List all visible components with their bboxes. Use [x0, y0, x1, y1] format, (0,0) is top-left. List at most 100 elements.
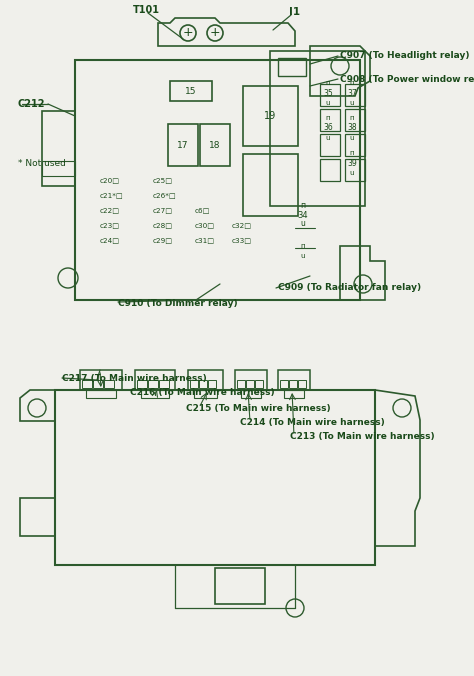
- Bar: [148, 380, 158, 388]
- Text: C910 (To Dimmer relay): C910 (To Dimmer relay): [118, 299, 237, 308]
- Text: c20□: c20□: [100, 177, 120, 183]
- Text: c29□: c29□: [153, 237, 173, 243]
- Bar: [284, 390, 304, 398]
- Text: I1: I1: [289, 7, 300, 17]
- Text: п: п: [350, 150, 354, 156]
- Bar: [243, 86, 298, 146]
- Text: C217 (To Main wire harness): C217 (To Main wire harness): [62, 374, 207, 383]
- Text: c21*□: c21*□: [100, 192, 124, 198]
- Bar: [208, 380, 216, 388]
- Bar: [200, 124, 230, 166]
- Text: C214 (To Main wire harness): C214 (To Main wire harness): [240, 418, 385, 427]
- Text: u: u: [326, 135, 330, 141]
- Bar: [20, 498, 55, 536]
- Bar: [55, 390, 375, 565]
- Bar: [243, 154, 298, 216]
- Bar: [159, 380, 169, 388]
- Text: 19: 19: [264, 111, 276, 121]
- Text: * Not used: * Not used: [18, 160, 66, 168]
- Bar: [278, 370, 310, 390]
- Text: 36: 36: [323, 124, 333, 132]
- Bar: [345, 84, 365, 106]
- Text: 38: 38: [347, 124, 357, 132]
- Text: п: п: [350, 115, 354, 121]
- Bar: [289, 380, 297, 388]
- Bar: [320, 84, 340, 106]
- Text: c30□: c30□: [195, 222, 215, 228]
- Bar: [345, 134, 365, 156]
- Text: u: u: [301, 253, 305, 259]
- Text: c32□: c32□: [232, 222, 252, 228]
- Text: 15: 15: [185, 87, 197, 95]
- Bar: [135, 370, 175, 390]
- Text: u: u: [350, 170, 354, 176]
- Text: C213 (To Main wire harness): C213 (To Main wire harness): [290, 431, 435, 441]
- Text: c28□: c28□: [153, 222, 173, 228]
- Bar: [86, 390, 116, 398]
- Bar: [190, 380, 198, 388]
- Bar: [93, 380, 103, 388]
- Text: 39: 39: [347, 158, 357, 168]
- Bar: [320, 109, 340, 131]
- Text: c23□: c23□: [100, 222, 120, 228]
- Bar: [215, 568, 265, 604]
- Text: c6□: c6□: [195, 207, 210, 213]
- Bar: [194, 390, 217, 398]
- Text: 18: 18: [209, 141, 221, 149]
- Text: C215 (To Main wire harness): C215 (To Main wire harness): [186, 404, 331, 412]
- Text: C216 (To Main wire harness): C216 (To Main wire harness): [130, 389, 274, 397]
- Text: п: п: [301, 243, 305, 249]
- Bar: [42, 111, 75, 186]
- Text: c31□: c31□: [195, 237, 215, 243]
- Bar: [137, 380, 147, 388]
- Text: c27□: c27□: [153, 207, 173, 213]
- Text: п: п: [301, 201, 306, 210]
- Bar: [82, 380, 92, 388]
- Text: C909 (To Radiator fan relay): C909 (To Radiator fan relay): [278, 283, 421, 293]
- Text: c24□: c24□: [100, 237, 120, 243]
- Bar: [170, 81, 212, 101]
- Text: п: п: [326, 115, 330, 121]
- Text: 34: 34: [298, 210, 308, 220]
- Bar: [237, 380, 245, 388]
- Text: c25□: c25□: [153, 177, 173, 183]
- Bar: [320, 159, 340, 181]
- Bar: [255, 380, 263, 388]
- Text: c26*□: c26*□: [153, 192, 177, 198]
- Text: 37: 37: [347, 89, 357, 97]
- Text: 35: 35: [323, 89, 333, 97]
- Bar: [199, 380, 207, 388]
- Bar: [80, 370, 122, 390]
- Text: C907 (To Headlight relay): C907 (To Headlight relay): [340, 51, 470, 60]
- Text: u: u: [350, 135, 354, 141]
- Bar: [42, 161, 75, 176]
- Bar: [104, 380, 114, 388]
- Text: +: +: [210, 26, 220, 39]
- Text: c33□: c33□: [232, 237, 252, 243]
- Text: T101: T101: [133, 5, 160, 15]
- Text: 17: 17: [177, 141, 189, 149]
- Bar: [270, 51, 365, 206]
- Bar: [298, 380, 306, 388]
- Text: c22□: c22□: [100, 207, 120, 213]
- Text: u: u: [350, 100, 354, 106]
- Text: п: п: [350, 80, 354, 86]
- Bar: [168, 124, 198, 166]
- Bar: [188, 370, 223, 390]
- Bar: [345, 159, 365, 181]
- Text: C908 (To Power window relay): C908 (To Power window relay): [340, 74, 474, 84]
- Text: C212: C212: [18, 99, 46, 109]
- Bar: [246, 380, 254, 388]
- Bar: [241, 390, 261, 398]
- Bar: [235, 370, 267, 390]
- Bar: [278, 58, 306, 76]
- Text: u: u: [326, 100, 330, 106]
- Text: +: +: [182, 26, 193, 39]
- Text: u: u: [301, 220, 305, 228]
- Bar: [141, 390, 169, 398]
- Text: п: п: [326, 80, 330, 86]
- Bar: [75, 60, 360, 300]
- Bar: [345, 109, 365, 131]
- Bar: [280, 380, 288, 388]
- Bar: [320, 134, 340, 156]
